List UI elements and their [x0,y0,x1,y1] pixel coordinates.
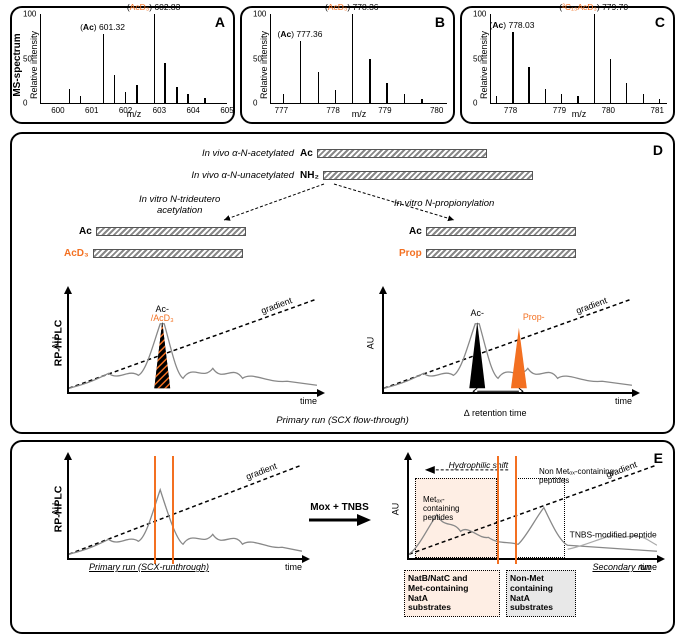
vline-r2 [515,456,517,564]
nh2-tag: NH₂ [300,170,319,181]
x-arrow [317,389,325,397]
svg-text:Prop-: Prop- [523,312,545,322]
rp-ylabel-er: AU [390,503,400,516]
d-row-unacetylated: In vivo α-N-unacetylated NH₂ [164,170,533,181]
nonmetox-text: Non Metₒₓ-containing peptides [539,468,614,486]
ms-group-label: MS-spectrum [12,33,23,96]
y-arrow [64,286,72,294]
vline-l2 [172,456,174,564]
d-leftpair-ac: Ac [79,226,246,237]
rp-chart-e-left: AU RP-HPLC time gradient Primary run (SC… [67,460,302,560]
d-rightpair-ac: Ac [409,226,576,237]
arrow-label-left: In vitro N-trideutero acetylation [139,194,220,216]
y-arrow-er [404,452,412,460]
rp-chart-d-left: AU RP-HPLC time gradient Ac- /AcD₃ [67,294,317,394]
rp-xlabel-dl: time [300,396,317,406]
ac-tag: Ac [300,148,313,159]
svg-text:TNBS-modified peptides: TNBS-modified peptides [570,529,657,539]
d-leftpair-acd3: AcD₃ [64,248,243,259]
svg-text:Ac-: Ac- [471,308,484,318]
ac-tag-l: Ac [79,226,92,237]
panel-e-left-caption: Primary run (SCX-runthrough) [89,562,209,572]
d-lbl-acetylated: In vivo α-N-acetylated [164,148,294,159]
y-arrow-el [64,452,72,460]
trace-dr: gradient Ac- Prop- [384,294,632,393]
prop-tag: Prop [399,248,422,259]
panel-b: B Relative intensity m/z 050100777778779… [240,6,455,124]
hatchbar-1 [317,149,487,158]
mox-arrow-svg [307,513,372,527]
ms-plot-a: m/z 050100600601602603604605(Ac) 601.32(… [40,14,227,104]
ms-chart-a: MS-spectrum Relative intensity m/z 05010… [12,8,233,122]
rp-chart-e-right: AU time gradient Hydrophilic shift TNBS-… [407,460,657,560]
panel-d-schematic: In vivo α-N-acetylated Ac In vivo α-N-un… [24,142,661,282]
rp-xlabel-el: time [285,562,302,572]
d-row-acetylated: In vivo α-N-acetylated Ac [164,148,487,159]
panel-c: C Relative intensity m/z 050100778779780… [460,6,675,124]
svg-text:gradient: gradient [260,295,294,316]
ms-xlabel-b: m/z [352,109,367,119]
rp-group-dl: RP-HPLC [52,320,64,367]
arrow-label-right: In vitro N-propionylation [394,198,494,209]
panel-a: A MS-spectrum Relative intensity m/z 050… [10,6,235,124]
x-arrow-el [302,555,310,563]
rp-xlabel-dr: time [615,396,632,406]
rp-chart-d-right: AU time gradient Ac- Prop- ∆ retention t… [382,294,632,394]
acd3-tag: AcD₃ [64,248,89,259]
mox-tnbs-label: Mox + TNBS [307,502,372,513]
x-arrow-r [632,389,640,397]
hatchbar-2 [323,171,533,180]
y-arrow-r [379,286,387,294]
svg-text:/AcD₃: /AcD₃ [151,313,174,323]
d-lbl-unacetylated: In vivo α-N-unacetylated [164,170,294,181]
ms-chart-b: Relative intensity m/z 05010077777877978… [242,8,453,122]
x-arrow-er [657,555,665,563]
ms-xlabel-c: m/z [572,109,587,119]
ms-ylabel-a: Relative intensity [29,31,39,99]
hatchbar-l2 [93,249,243,258]
panel-e: E AU RP-HPLC time gradient Primary run (… [10,440,675,634]
ms-plot-c: m/z 050100778779780781(Ac) 778.03(²C₁₃Ac… [490,14,667,104]
mox-tnbs-arrow: Mox + TNBS [307,502,372,530]
hatchbar-l1 [96,227,246,236]
svg-text:Hydrophilic shift: Hydrophilic shift [449,460,509,470]
panel-d: D In vivo α-N-acetylated Ac In vivo α-N-… [10,132,675,434]
vline-l1 [154,456,156,564]
d-rightpair-prop: Prop [399,248,576,259]
svg-text:gradient: gradient [245,461,279,482]
hatchbar-r2 [426,249,576,258]
ms-plot-b: m/z 050100777778779780(Ac) 777.36(AcD₃) … [270,14,447,104]
d-arrows [24,142,684,282]
panel-d-caption: Primary run (SCX flow-through) [12,415,673,426]
trace-dl: gradient Ac- /AcD₃ [69,294,317,393]
bottom-left-box: NatB/NatC and Met-containing NatA substr… [404,570,500,617]
trace-el: gradient [69,460,302,559]
ac-tag-r: Ac [409,226,422,237]
hatchbar-r1 [426,227,576,236]
panel-e-right-caption: Secondary run [592,562,651,572]
metox-text: Metₒₓ- containing peptides [423,496,459,522]
rp-ylabel-dr: AU [365,337,375,350]
svg-text:gradient: gradient [575,295,609,316]
bottom-right-box: Non-Met containing NatA substrates [506,570,576,617]
rp-group-el: RP-HPLC [52,486,64,533]
ms-ylabel-b: Relative intensity [259,31,269,99]
vline-r1 [497,456,499,564]
ms-ylabel-c: Relative intensity [479,31,489,99]
ms-chart-c: Relative intensity m/z 05010077877978078… [462,8,673,122]
